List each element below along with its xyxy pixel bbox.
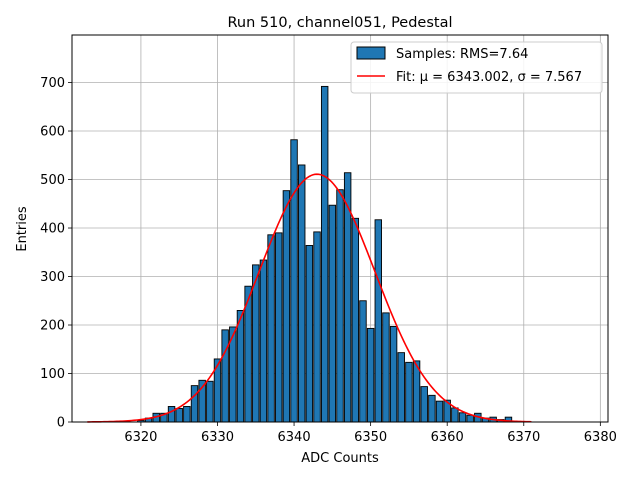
y-tick-label: 0 — [57, 416, 65, 431]
chart-title: Run 510, channel051, Pedestal — [227, 15, 452, 31]
histogram-bar — [260, 260, 267, 422]
histogram-bar — [207, 381, 214, 422]
histogram-bar — [176, 408, 183, 422]
y-axis-label: Entries — [15, 206, 30, 252]
histogram-bar — [360, 301, 367, 422]
histogram-bar — [283, 191, 290, 422]
x-tick-label: 6370 — [507, 430, 540, 445]
histogram-bar — [421, 387, 428, 422]
histogram-bar — [429, 395, 436, 422]
x-tick-label: 6350 — [354, 430, 387, 445]
histogram-bar — [398, 353, 405, 422]
x-tick-label: 6320 — [124, 430, 157, 445]
histogram-bar — [390, 326, 397, 422]
y-tick-label: 200 — [40, 319, 65, 334]
histogram-bar — [406, 362, 413, 422]
x-axis-label: ADC Counts — [301, 451, 379, 466]
y-tick-label: 600 — [40, 125, 65, 140]
histogram-bar — [452, 408, 459, 422]
histogram-bar — [337, 190, 344, 422]
histogram-bar — [253, 265, 260, 422]
legend: Samples: RMS=7.64 Fit: μ = 6343.002, σ =… — [351, 42, 602, 93]
histogram-bar — [321, 86, 328, 422]
y-tick-label: 500 — [40, 173, 65, 188]
histogram-bar — [383, 313, 390, 422]
histogram-bar — [467, 415, 474, 422]
legend-label-samples: Samples: RMS=7.64 — [396, 47, 528, 62]
histogram-bar — [191, 386, 198, 422]
histogram-bar — [352, 218, 359, 422]
x-tick-label: 6330 — [201, 430, 234, 445]
histogram-bar — [268, 235, 275, 422]
histogram-bar — [275, 233, 282, 422]
histogram-bar — [168, 406, 175, 422]
histogram-bar — [459, 413, 466, 422]
histogram-bar — [375, 220, 382, 422]
y-tick-label: 400 — [40, 222, 65, 237]
histogram-bar — [436, 401, 443, 422]
histogram-bar — [298, 165, 305, 422]
histogram-bar — [222, 330, 229, 422]
y-tick-label: 300 — [40, 270, 65, 285]
histogram-bar — [314, 232, 321, 422]
histogram-bar — [367, 328, 374, 422]
y-tick-label: 700 — [40, 76, 65, 91]
legend-label-fit: Fit: μ = 6343.002, σ = 7.567 — [396, 70, 582, 85]
x-tick-label: 6380 — [584, 430, 617, 445]
x-tick-label: 6360 — [431, 430, 464, 445]
y-tick-label: 100 — [40, 367, 65, 382]
histogram-bar — [291, 140, 298, 422]
histogram-bar — [306, 245, 313, 422]
histogram-bar — [329, 205, 336, 422]
histogram-bar — [184, 406, 191, 422]
histogram-bar — [237, 310, 244, 422]
x-tick-label: 6340 — [278, 430, 311, 445]
legend-bar-swatch — [357, 47, 385, 59]
